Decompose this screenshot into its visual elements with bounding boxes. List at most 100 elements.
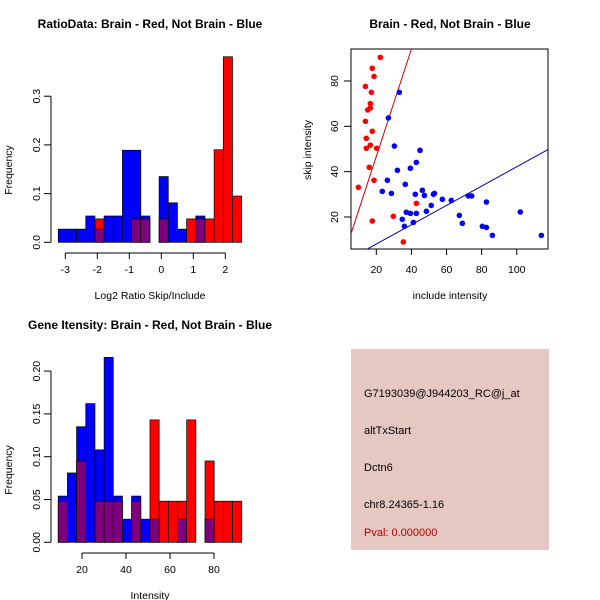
scatter-point-red <box>400 239 407 245</box>
gene-name: Dctn6 <box>364 462 393 474</box>
event-type: altTxStart <box>364 425 411 437</box>
scatter-point-blue <box>413 159 420 166</box>
scatter-y-tick-label: 60 <box>329 120 341 132</box>
scatter-point-red <box>413 200 420 207</box>
scatter-plot-box <box>350 48 549 250</box>
ratio-bar-blue <box>167 202 178 243</box>
scatter-x-tick-label: 100 <box>508 264 526 276</box>
scatter-point-red <box>369 65 376 72</box>
ratio-histogram-ylabel: Frequency <box>3 144 15 194</box>
intensity-bar-overlap <box>131 500 142 543</box>
ratio-y-tick-label: 0.3 <box>31 89 43 104</box>
intensity-bar-blue <box>85 403 96 543</box>
scatter-point-red <box>377 54 384 61</box>
ratio-histogram: RatioData: Brain - Red, Not Brain - Blue… <box>3 17 263 302</box>
scatter-xlabel: include intensity <box>413 290 488 302</box>
intensity-bar-overlap <box>57 500 68 543</box>
ratio-bar-blue <box>67 228 77 243</box>
scatter-point-blue <box>394 167 401 174</box>
ratio-bar-red <box>213 149 224 243</box>
ratio-x-tick-label: 1 <box>190 264 196 276</box>
intensity-bar-blue <box>122 518 132 543</box>
intensity-histogram-title: Gene Itensity: Brain - Red, Not Brain - … <box>28 318 272 332</box>
intensity-histogram-bars <box>57 357 243 543</box>
scatter-point-blue <box>423 208 430 215</box>
intensity-bar-blue <box>67 472 77 543</box>
intensity-bar-red <box>213 500 224 543</box>
ratio-histogram-bars <box>57 56 242 243</box>
scatter-point-blue <box>407 165 414 172</box>
intensity-x-tick-label: 20 <box>76 564 88 576</box>
scatter-axes: 20 40 60 80 100 20 40 60 80 <box>329 75 526 276</box>
ratio-bar-red <box>204 218 215 243</box>
scatter-point-red <box>363 145 370 152</box>
ratio-x-tick-label: -2 <box>93 264 102 276</box>
ratio-bar-blue <box>177 228 187 243</box>
scatter-x-tick-label: 20 <box>370 264 382 276</box>
scatter-point-red <box>368 89 375 96</box>
scatter-point-blue <box>538 232 545 239</box>
ratio-bar-blue <box>85 215 96 243</box>
scatter-point-red <box>362 118 369 125</box>
info-panel: G7193039@J944203_RC@j_at altTxStart Dctn… <box>351 349 549 550</box>
intensity-bar-overlap <box>149 518 160 543</box>
intensity-scatter: Brain - Red, Not Brain - Blue include in… <box>302 17 549 302</box>
intensity-bar-blue <box>140 518 151 543</box>
scatter-point-blue <box>456 212 463 219</box>
gene-location: chr8.24365-1.16 <box>364 499 444 511</box>
intensity-y-tick-label: 0.00 <box>31 532 43 553</box>
ratio-bar-overlap <box>94 228 105 243</box>
scatter-title: Brain - Red, Not Brain - Blue <box>369 17 531 31</box>
ratio-bar-blue <box>112 215 123 243</box>
scatter-x-tick-label: 60 <box>441 264 453 276</box>
intensity-y-tick-label: 0.20 <box>31 361 43 382</box>
scatter-point-red <box>369 128 376 135</box>
intensity-y-tick-label: 0.10 <box>31 446 43 467</box>
ratio-bar-overlap <box>158 218 169 243</box>
scatter-point-blue <box>468 193 475 199</box>
intensity-bar-overlap <box>76 460 87 543</box>
intensity-bar-overlap <box>204 518 215 543</box>
p-value: Pval: 0.000000 <box>364 527 437 539</box>
scatter-point-red <box>363 135 370 142</box>
scatter-point-red <box>367 142 374 148</box>
scatter-point-blue <box>401 223 408 230</box>
scatter-point-blue <box>391 143 398 149</box>
scatter-point-red <box>364 107 371 113</box>
scatter-point-blue <box>428 202 435 209</box>
intensity-bar-red <box>232 500 243 543</box>
scatter-point-red <box>367 100 374 107</box>
ratio-bar-blue <box>76 228 87 243</box>
scatter-x-tick-label: 40 <box>406 264 418 276</box>
intensity-x-tick-label: 60 <box>164 564 176 576</box>
intensity-x-tick-label: 80 <box>208 564 220 576</box>
ratio-bar-red <box>222 56 233 243</box>
scatter-point-blue <box>385 115 392 121</box>
probe-id: G7193039@J944203_RC@j_at <box>364 388 520 400</box>
scatter-point-blue <box>448 197 455 204</box>
scatter-point-blue <box>431 190 438 197</box>
scatter-point-red <box>366 164 373 171</box>
ratio-bar-overlap <box>131 218 142 243</box>
scatter-point-blue <box>388 190 395 197</box>
scatter-point-red <box>369 218 376 224</box>
ratio-bar-overlap <box>195 218 206 243</box>
ratio-bar-red <box>232 195 242 243</box>
scatter-point-blue <box>417 147 423 154</box>
fit-line-blue <box>367 149 549 250</box>
scatter-point-blue <box>396 89 403 96</box>
scatter-point-red <box>373 145 380 152</box>
ratio-x-tick-label: -3 <box>61 264 70 276</box>
intensity-bar-overlap <box>103 500 114 543</box>
intensity-bar-red <box>223 500 233 543</box>
scatter-point-blue <box>439 196 446 203</box>
intensity-histogram: Gene Itensity: Brain - Red, Not Brain - … <box>3 318 272 600</box>
intensity-y-tick-label: 0.15 <box>31 404 43 425</box>
scatter-point-red <box>390 213 397 220</box>
scatter-x-tick-label: 80 <box>476 264 488 276</box>
scatter-y-tick-label: 20 <box>329 211 341 223</box>
intensity-bar-red <box>186 419 197 543</box>
intensity-bar-red <box>167 500 178 543</box>
intensity-histogram-xlabel: Intensity <box>130 590 170 600</box>
